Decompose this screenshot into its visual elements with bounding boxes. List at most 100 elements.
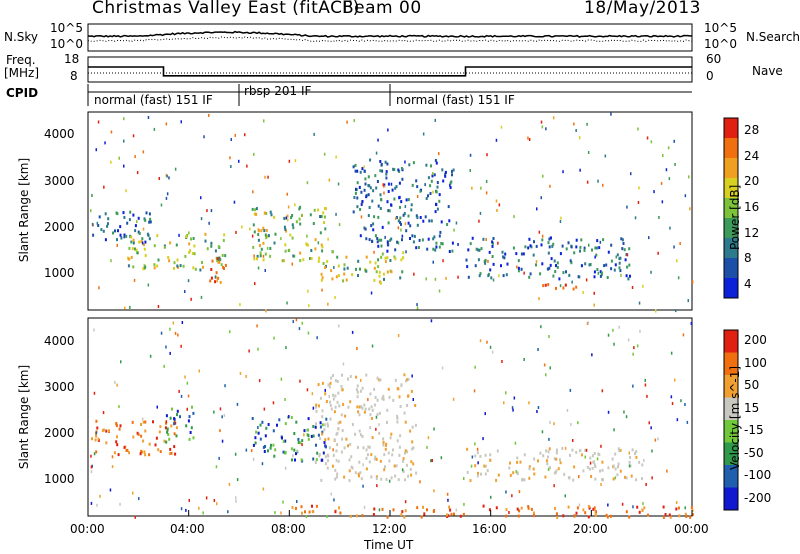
power-point: [91, 194, 93, 197]
velocity-point: [547, 455, 549, 459]
power-point: [540, 196, 542, 200]
power-point: [662, 154, 664, 157]
velocity-point: [569, 453, 571, 457]
power-point: [577, 275, 580, 279]
velocity-point: [168, 437, 171, 441]
velocity-point: [358, 429, 361, 433]
velocity-point: [415, 471, 418, 475]
velocity-point: [336, 380, 339, 383]
power-point: [132, 241, 135, 245]
power-point: [575, 245, 578, 249]
velocity-point: [366, 453, 369, 457]
power-point: [267, 175, 269, 179]
plot-title: Christmas Valley East (fitACF): [92, 0, 360, 18]
time-tick-3: 12:00: [372, 522, 407, 536]
power-point: [407, 221, 410, 225]
power-point: [561, 244, 564, 248]
power-point: [312, 222, 315, 225]
velocity-point: [555, 451, 558, 455]
power-point: [618, 261, 621, 265]
power-point: [504, 252, 507, 256]
power-point: [610, 267, 613, 271]
power-point: [291, 262, 293, 266]
velocity-point: [221, 439, 224, 443]
velocity-point: [593, 452, 596, 455]
velocity-point: [402, 459, 404, 463]
power-point: [380, 244, 383, 248]
velocity-point: [641, 477, 643, 481]
power-point: [337, 274, 340, 278]
velocity-point: [336, 431, 339, 435]
velocity-point: [263, 407, 266, 411]
colorbar-tick: 200: [744, 333, 767, 348]
velocity-point: [119, 502, 121, 506]
velocity-point: [387, 387, 390, 391]
velocity-point: [321, 423, 324, 427]
velocity-point: [392, 398, 395, 402]
velocity-point: [324, 438, 327, 442]
velocity-point: [363, 505, 366, 509]
velocity-point: [422, 505, 424, 509]
freq-panel-frame: [87, 56, 693, 83]
power-point: [262, 241, 265, 245]
velocity-point: [330, 492, 332, 496]
power-point: [434, 277, 437, 281]
power-point: [319, 215, 321, 218]
power-point: [119, 225, 122, 229]
velocity-point: [544, 475, 547, 479]
velocity-point: [517, 514, 520, 518]
power-point: [411, 234, 414, 238]
power-point: [128, 218, 131, 222]
power-point: [638, 186, 640, 190]
n-sky-tick-bottom: 10^0: [50, 37, 83, 51]
velocity-point: [548, 447, 551, 451]
power-point: [419, 189, 422, 193]
power-point: [194, 267, 197, 271]
velocity-point: [486, 469, 489, 473]
power-point: [148, 220, 151, 224]
power-point: [328, 178, 331, 182]
velocity-point: [450, 512, 453, 516]
power-point: [573, 251, 576, 255]
velocity-point: [618, 325, 620, 329]
power-point: [416, 306, 419, 310]
power-point: [401, 270, 404, 274]
power-point: [371, 239, 374, 243]
velocity-point: [401, 510, 404, 514]
velocity-point: [449, 508, 452, 512]
velocity-point: [410, 473, 413, 477]
colorbar-tick: 28: [744, 122, 760, 137]
velocity-point: [159, 450, 162, 454]
velocity-point: [411, 440, 414, 444]
velocity-point: [102, 411, 105, 415]
velocity-point: [666, 469, 668, 473]
colorbar-tick: 20: [744, 174, 760, 189]
power-point: [265, 228, 268, 232]
velocity-point: [379, 378, 382, 382]
velocity-point: [369, 426, 372, 430]
velocity-point: [505, 391, 507, 395]
velocity-point: [412, 446, 415, 450]
velocity-point: [171, 407, 173, 411]
velocity-point: [152, 420, 154, 424]
power-point: [138, 232, 141, 235]
power-point: [498, 274, 500, 278]
power-point: [550, 257, 553, 261]
power-point: [116, 238, 118, 242]
power-point: [575, 285, 578, 289]
power-point: [346, 120, 348, 124]
power-point: [215, 271, 218, 275]
velocity-point: [293, 448, 296, 452]
velocity-point: [689, 515, 692, 519]
power-point: [203, 135, 205, 139]
velocity-point: [142, 439, 145, 443]
velocity-point: [176, 409, 179, 413]
power-point: [384, 260, 387, 264]
velocity-point: [654, 438, 657, 442]
velocity-point: [518, 490, 521, 494]
power-point: [491, 255, 494, 258]
power-point: [424, 183, 426, 187]
power-point: [314, 247, 317, 251]
velocity-point: [137, 432, 140, 436]
power-point: [626, 253, 629, 257]
